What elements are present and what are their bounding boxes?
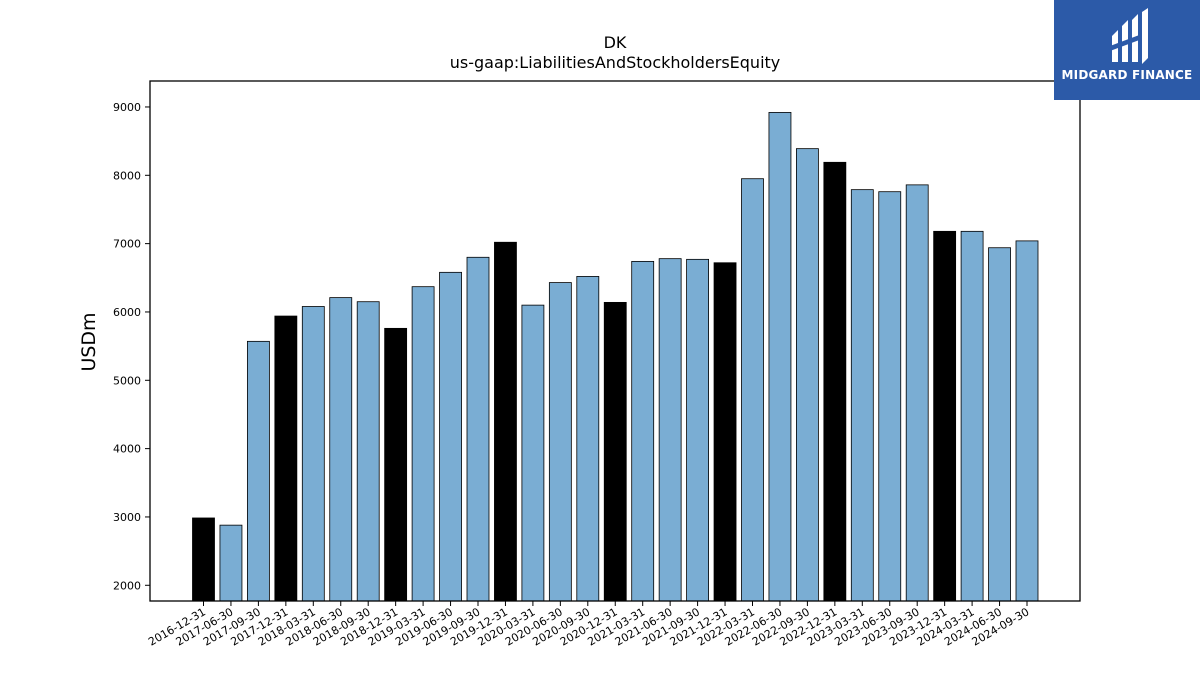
y-tick-label: 5000 bbox=[113, 374, 141, 387]
bar-2023-09-30 bbox=[905, 184, 929, 602]
bar-2019-09-30 bbox=[466, 256, 490, 602]
bar-2022-06-30 bbox=[768, 112, 792, 602]
bar-2022-12-31 bbox=[823, 161, 847, 602]
bar-2020-09-30 bbox=[576, 276, 600, 602]
bar-2023-06-30 bbox=[878, 191, 902, 602]
bar-2021-03-31 bbox=[631, 260, 655, 602]
midgard-logo-icon bbox=[1110, 8, 1148, 64]
bar-2020-06-30 bbox=[548, 282, 572, 602]
bar-2018-12-31 bbox=[384, 327, 408, 602]
y-tick-label: 4000 bbox=[113, 443, 141, 456]
x-ticks-group: 2016-12-312017-06-302017-09-302017-12-31… bbox=[146, 601, 1032, 649]
bar-2020-03-31 bbox=[521, 304, 545, 602]
bar-2023-03-31 bbox=[850, 189, 874, 602]
y-tick-label: 7000 bbox=[113, 238, 141, 251]
bar-2016-12-31 bbox=[192, 517, 215, 602]
bar-2017-06-30 bbox=[219, 524, 243, 602]
bar-2022-09-30 bbox=[796, 148, 819, 602]
bar-2024-03-31 bbox=[960, 230, 984, 602]
bar-2018-06-30 bbox=[329, 297, 353, 602]
bar-2024-09-30 bbox=[1015, 240, 1039, 602]
bar-2018-03-31 bbox=[301, 306, 325, 602]
chart-subtitle: us-gaap:LiabilitiesAndStockholdersEquity bbox=[450, 53, 781, 72]
bar-2020-12-31 bbox=[603, 301, 627, 602]
bars-group bbox=[192, 112, 1039, 602]
logo-text: MIDGARD FINANCE bbox=[1061, 68, 1193, 82]
y-tick-label: 6000 bbox=[113, 306, 141, 319]
y-axis-label: USDm bbox=[78, 312, 100, 371]
y-tick-label: 8000 bbox=[113, 169, 141, 182]
midgard-finance-logo: MIDGARD FINANCE bbox=[1054, 0, 1200, 100]
y-tick-label: 9000 bbox=[113, 101, 141, 114]
bar-2018-09-30 bbox=[356, 301, 380, 602]
bar-2019-12-31 bbox=[494, 241, 517, 602]
bar-2021-06-30 bbox=[658, 258, 682, 602]
chart-title: DK bbox=[604, 33, 627, 52]
bar-2024-06-30 bbox=[988, 247, 1011, 602]
bar-2019-03-31 bbox=[411, 286, 435, 602]
bar-2017-09-30 bbox=[246, 340, 270, 602]
bar-2021-09-30 bbox=[686, 258, 709, 602]
bar-2019-06-30 bbox=[439, 271, 462, 602]
bar-2022-03-31 bbox=[741, 178, 764, 602]
y-tick-label: 2000 bbox=[113, 579, 141, 592]
bar-2021-12-31 bbox=[713, 262, 737, 602]
y-tick-label: 3000 bbox=[113, 511, 141, 524]
plot-frame bbox=[149, 80, 1081, 602]
bar-2023-12-31 bbox=[933, 230, 957, 602]
bar-2017-12-31 bbox=[274, 315, 298, 602]
y-ticks-group: 2000 3000 4000 5000 6000 7000 8000 9000 bbox=[113, 101, 150, 592]
